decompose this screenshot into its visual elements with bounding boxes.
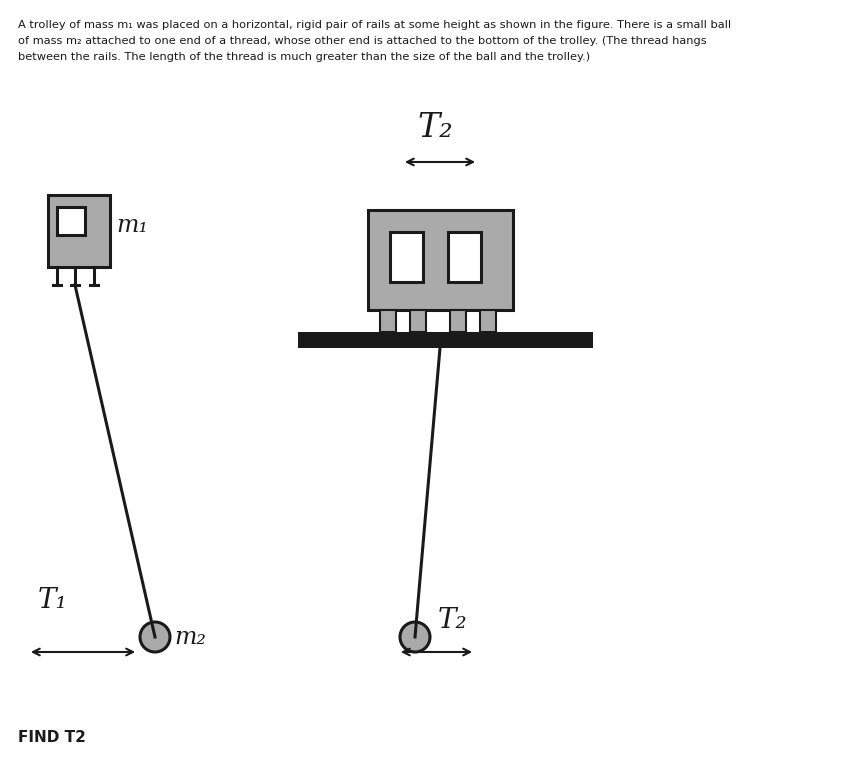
- Bar: [368, 210, 513, 310]
- Text: m₁: m₁: [116, 214, 148, 237]
- Text: of mass m₂ attached to one end of a thread, whose other end is attached to the b: of mass m₂ attached to one end of a thre…: [18, 36, 707, 46]
- Circle shape: [400, 622, 430, 652]
- Bar: [48, 195, 110, 267]
- Bar: [480, 310, 496, 332]
- Text: FIND T2: FIND T2: [18, 730, 86, 745]
- Text: T₁: T₁: [38, 587, 68, 613]
- Bar: [380, 310, 396, 332]
- Text: between the rails. The length of the thread is much greater than the size of the: between the rails. The length of the thr…: [18, 52, 590, 62]
- Circle shape: [140, 622, 170, 652]
- Text: T₂: T₂: [438, 607, 467, 633]
- Bar: [448, 232, 481, 282]
- Text: T₂: T₂: [417, 112, 453, 144]
- Text: m₂: m₂: [174, 626, 206, 649]
- Bar: [450, 310, 466, 332]
- Bar: [57, 207, 85, 235]
- Bar: [390, 232, 423, 282]
- Bar: [410, 310, 426, 332]
- Text: A trolley of mass m₁ was placed on a horizontal, rigid pair of rails at some hei: A trolley of mass m₁ was placed on a hor…: [18, 20, 731, 30]
- Bar: [298, 332, 593, 348]
